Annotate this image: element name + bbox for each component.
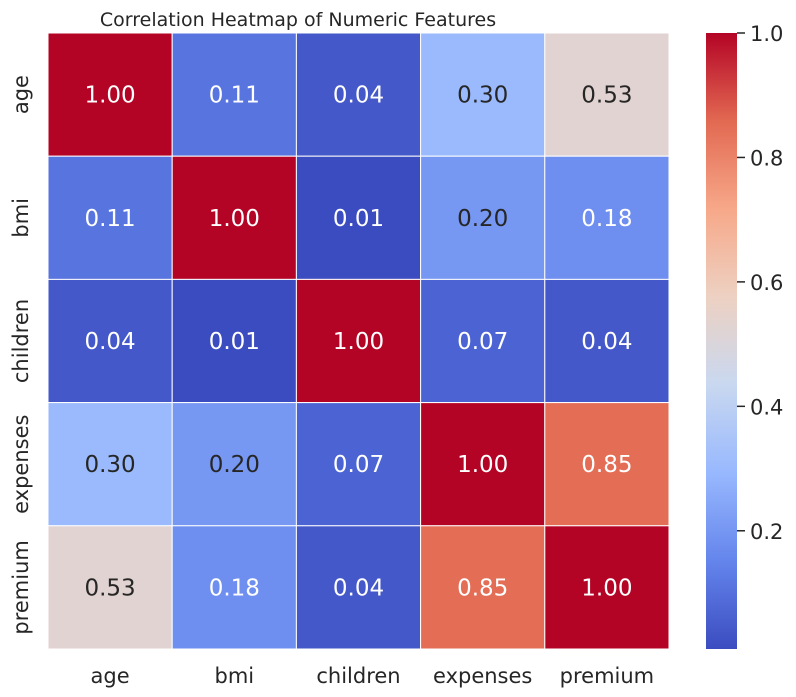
heatmap-cell-bmi-premium (544, 155, 670, 280)
heatmap-cell-premium-children (295, 525, 422, 650)
cell-label-premium-children: 0.04 (333, 575, 384, 601)
cell-label-premium-premium: 1.00 (581, 575, 632, 601)
cell-label-expenses-children: 0.07 (333, 452, 384, 478)
cell-label-bmi-age: 0.11 (84, 206, 135, 232)
cell-label-premium-age: 0.53 (84, 575, 135, 601)
heatmap-cell-age-age (47, 32, 173, 157)
heatmap-cell-children-expenses (420, 278, 546, 404)
heatmap-cell-children-premium (544, 278, 670, 404)
cell-label-age-bmi: 0.11 (209, 83, 260, 109)
y-tick-label-expenses: expenses (9, 415, 33, 514)
cell-label-children-premium: 0.04 (581, 329, 632, 355)
cell-label-children-expenses: 0.07 (457, 329, 508, 355)
x-tick-label-bmi: bmi (214, 664, 254, 688)
cell-label-bmi-expenses: 0.20 (457, 206, 508, 232)
heatmap-cell-age-premium (544, 32, 670, 157)
x-axis-ticks: age bmi children expenses premium (91, 664, 655, 688)
chart-title: Correlation Heatmap of Numeric Features (100, 9, 496, 31)
heatmap-cell-bmi-age (47, 155, 173, 280)
heatmap-cell-expenses-expenses (420, 402, 546, 527)
x-tick-label-expenses: expenses (433, 664, 532, 688)
heatmap-cell-expenses-bmi (171, 402, 297, 527)
x-tick-label-premium: premium (560, 664, 654, 688)
colorbar-bar (706, 33, 737, 649)
y-tick-label-bmi: bmi (9, 198, 33, 238)
colorbar-tick-label-0.6: 0.6 (750, 271, 783, 295)
colorbar-tick-label-1.0: 1.0 (750, 22, 783, 46)
x-tick-label-children: children (316, 664, 400, 688)
cell-label-age-age: 1.00 (84, 83, 135, 109)
colorbar: 0.2 0.4 0.6 0.8 1.0 (706, 22, 783, 649)
cell-label-premium-expenses: 0.85 (457, 575, 508, 601)
cell-label-expenses-premium: 0.85 (581, 452, 632, 478)
cell-label-bmi-children: 0.01 (333, 206, 384, 232)
heatmap-cell-labels: 1.00 0.11 0.04 0.30 0.53 0.11 1.00 0.01 0.20 0.18… (84, 83, 632, 602)
heatmap-cell-age-children (295, 32, 422, 157)
heatmap-cell-children-bmi (171, 278, 297, 404)
cell-label-expenses-age: 0.30 (84, 452, 135, 478)
heatmap-cell-expenses-children (295, 402, 422, 527)
heatmap-cell-age-expenses (420, 32, 546, 157)
heatmap-cell-children-children (295, 278, 422, 404)
y-tick-label-age: age (9, 75, 33, 114)
heatmap-cell-premium-premium (544, 525, 670, 650)
heatmap-cell-expenses-premium (544, 402, 670, 527)
colorbar-tick-label-0.2: 0.2 (750, 520, 783, 544)
heatmap-cell-premium-age (47, 525, 173, 650)
cell-label-expenses-bmi: 0.20 (209, 452, 260, 478)
heatmap-cell-bmi-children (295, 155, 422, 280)
cell-label-age-premium: 0.53 (581, 83, 632, 109)
heatmap-cell-premium-bmi (171, 525, 297, 650)
cell-label-expenses-expenses: 1.00 (457, 452, 508, 478)
cell-label-children-age: 0.04 (84, 329, 135, 355)
heatmap-cells (47, 32, 670, 650)
y-tick-label-children: children (9, 299, 33, 383)
heatmap-cell-expenses-age (47, 402, 173, 527)
x-tick-label-age: age (91, 664, 130, 688)
cell-label-children-bmi: 0.01 (209, 329, 260, 355)
cell-label-bmi-bmi: 1.00 (209, 206, 260, 232)
y-tick-label-premium: premium (9, 540, 33, 634)
heatmap-cell-age-bmi (171, 32, 297, 157)
cell-label-premium-bmi: 0.18 (209, 575, 260, 601)
y-axis-ticks: age bmi children expenses premium (9, 75, 33, 635)
cell-label-age-expenses: 0.30 (457, 83, 508, 109)
cell-label-age-children: 0.04 (333, 83, 384, 109)
colorbar-tick-label-0.4: 0.4 (750, 395, 783, 419)
cell-label-children-children: 1.00 (333, 329, 384, 355)
cell-label-bmi-premium: 0.18 (581, 206, 632, 232)
colorbar-tick-label-0.8: 0.8 (750, 146, 783, 170)
